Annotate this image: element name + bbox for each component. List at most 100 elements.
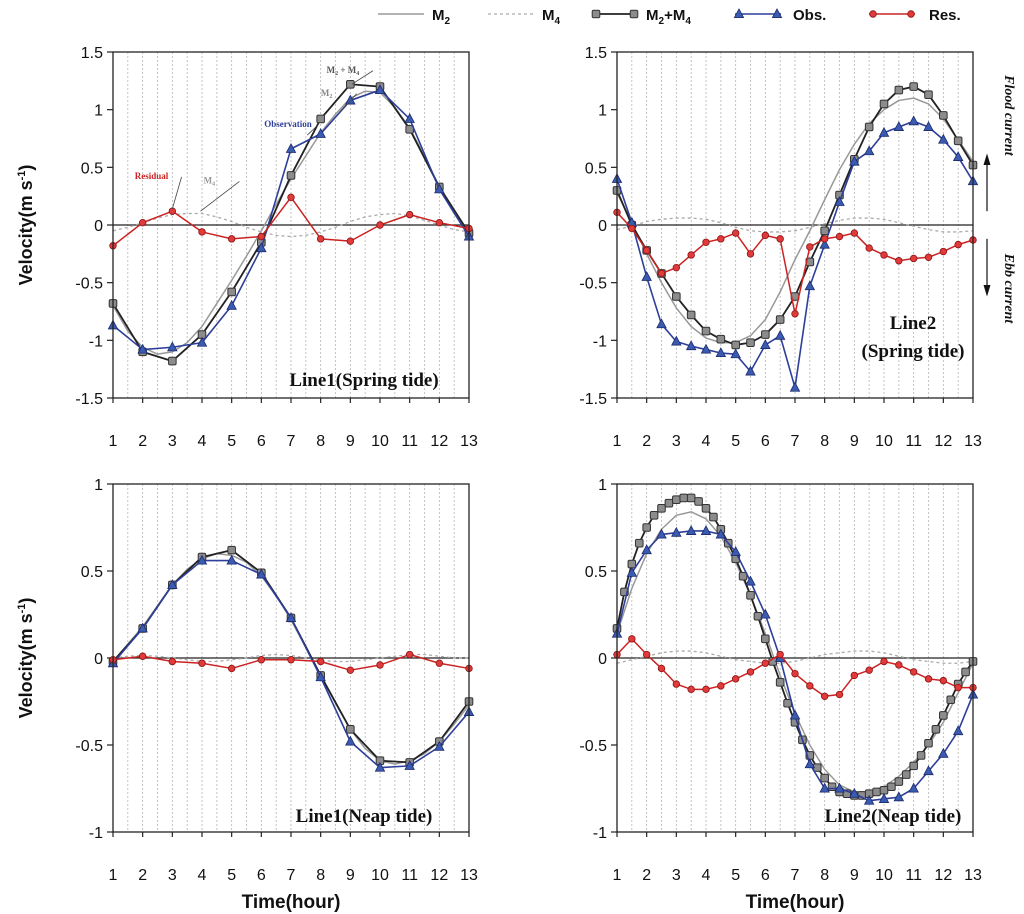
y-axis-label: Velocity(m s-1) bbox=[16, 598, 36, 719]
annotation-arrow bbox=[351, 70, 374, 85]
data-point-res bbox=[405, 650, 414, 659]
data-point-obs bbox=[789, 709, 801, 720]
y-tick-label: -1.5 bbox=[579, 391, 607, 408]
x-tick-label: 12 bbox=[430, 433, 448, 450]
data-point-res bbox=[376, 221, 384, 229]
y-axis-label-text: ) bbox=[16, 598, 36, 604]
panel-title: Line2(Neap tide) bbox=[825, 806, 962, 827]
data-point-res bbox=[316, 235, 325, 243]
legend-item-m4: M4 bbox=[488, 7, 561, 27]
y-tick-label: -1.5 bbox=[75, 391, 103, 408]
y-tick-label: 1.5 bbox=[585, 45, 607, 62]
data-point-obs bbox=[700, 525, 712, 535]
ebb-current-label: Ebb current bbox=[1001, 253, 1016, 325]
data-point-res bbox=[316, 657, 325, 666]
annotation-sub: 2 bbox=[335, 71, 338, 77]
x-tick-label: 3 bbox=[168, 433, 177, 450]
legend-marker-m2m4 bbox=[591, 9, 601, 19]
data-point-obs bbox=[434, 740, 445, 751]
data-point-obs bbox=[196, 336, 208, 347]
plot-frame bbox=[616, 483, 974, 833]
data-point-res bbox=[227, 235, 236, 243]
data-point-res bbox=[761, 231, 770, 240]
legend-marker-res bbox=[907, 10, 915, 18]
x-tick-label: 10 bbox=[371, 433, 389, 450]
data-point-res bbox=[909, 254, 918, 263]
data-point-obs bbox=[893, 791, 905, 802]
x-tick-label: 6 bbox=[257, 433, 266, 450]
data-point-res bbox=[672, 263, 681, 272]
data-point-m2m4 bbox=[931, 725, 941, 734]
legend-label-text: M bbox=[542, 7, 555, 24]
data-point-res bbox=[954, 683, 962, 692]
y-tick-label: -0.5 bbox=[579, 738, 607, 755]
data-point-m2m4 bbox=[686, 493, 696, 503]
x-tick-label: 2 bbox=[642, 867, 651, 884]
data-point-res bbox=[138, 218, 147, 227]
current-direction-labels: Flood current Ebb current bbox=[983, 74, 1016, 325]
y-tick-label: 0.5 bbox=[81, 160, 103, 177]
x-tick-label: 10 bbox=[875, 433, 893, 450]
x-tick-label: 2 bbox=[138, 433, 147, 450]
data-point-obs bbox=[834, 196, 845, 206]
series-m4 bbox=[616, 650, 974, 664]
series-res bbox=[109, 193, 473, 250]
data-point-res bbox=[257, 232, 266, 241]
annotation-text: M bbox=[204, 175, 213, 185]
legend-marker-m2m4 bbox=[629, 9, 639, 19]
x-tick-label: 12 bbox=[934, 867, 952, 884]
x-tick-label: 4 bbox=[702, 433, 711, 450]
annotation-arrow bbox=[200, 181, 240, 212]
data-point-m2m4 bbox=[909, 82, 918, 91]
y-tick-label: -1 bbox=[89, 825, 103, 842]
data-point-m2m4 bbox=[346, 725, 355, 734]
y-tick-label: 0.5 bbox=[81, 564, 103, 581]
data-point-m2m4 bbox=[679, 493, 689, 503]
plot-frame bbox=[616, 51, 974, 399]
y-tick-label: -0.5 bbox=[75, 738, 103, 755]
data-point-res bbox=[628, 224, 636, 233]
data-point-obs bbox=[834, 782, 845, 793]
data-point-obs bbox=[804, 758, 816, 769]
data-point-res bbox=[939, 247, 948, 256]
x-tick-label: 4 bbox=[198, 867, 207, 884]
x-axis-label: Time(hour) bbox=[242, 892, 341, 913]
data-point-obs bbox=[863, 145, 875, 156]
y-tick-label: -1 bbox=[89, 333, 103, 350]
data-point-m2m4 bbox=[909, 761, 918, 771]
data-point-res bbox=[687, 251, 695, 259]
series-m2 bbox=[112, 90, 470, 355]
y-tick-label: -0.5 bbox=[75, 276, 103, 293]
data-point-m2m4 bbox=[731, 340, 740, 350]
data-point-m2m4 bbox=[894, 777, 904, 786]
data-point-res bbox=[820, 692, 829, 700]
y-tick-label: 0 bbox=[94, 218, 103, 235]
series-m2 bbox=[616, 97, 974, 344]
y-axis-label-sup: -1 bbox=[16, 604, 28, 614]
y-tick-label: 1 bbox=[94, 103, 103, 120]
data-point-obs bbox=[789, 381, 801, 392]
data-point-obs bbox=[226, 299, 237, 310]
data-point-m2m4 bbox=[649, 511, 659, 520]
data-point-res bbox=[628, 635, 636, 643]
data-point-res bbox=[642, 650, 651, 659]
data-point-res bbox=[731, 229, 740, 237]
data-point-res bbox=[865, 244, 873, 252]
x-tick-label: 3 bbox=[672, 433, 681, 450]
data-point-res bbox=[791, 310, 799, 318]
data-point-obs bbox=[700, 343, 712, 354]
data-point-obs bbox=[671, 526, 682, 537]
x-tick-label: 8 bbox=[316, 867, 325, 884]
data-point-res bbox=[702, 685, 710, 694]
data-point-res bbox=[909, 668, 918, 676]
data-point-res bbox=[954, 240, 962, 249]
data-point-m2m4 bbox=[316, 114, 325, 124]
data-point-m2m4 bbox=[657, 504, 666, 513]
data-point-obs bbox=[774, 329, 786, 340]
data-point-res bbox=[880, 657, 888, 666]
legend-label-m2: M2 bbox=[432, 7, 451, 27]
data-point-obs bbox=[685, 340, 697, 351]
y-axis-label-text: Velocity(m s bbox=[16, 613, 36, 718]
series-obs bbox=[611, 525, 979, 805]
